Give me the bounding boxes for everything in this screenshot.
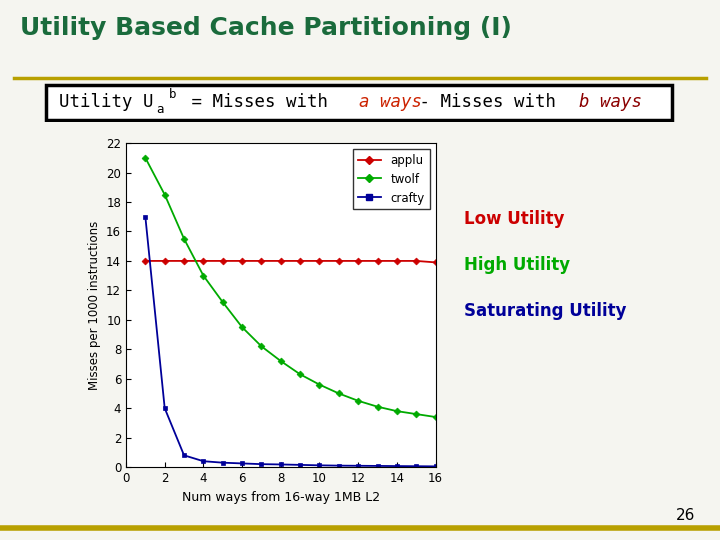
Text: Utility U: Utility U (59, 93, 153, 111)
Text: a: a (156, 103, 163, 116)
Text: Saturating Utility: Saturating Utility (464, 301, 627, 320)
FancyBboxPatch shape (46, 85, 672, 119)
Text: High Utility: High Utility (464, 255, 570, 274)
Text: = Misses with: = Misses with (181, 93, 339, 111)
Legend: applu, twolf, crafty: applu, twolf, crafty (353, 149, 430, 210)
Text: b ways: b ways (579, 93, 642, 111)
Y-axis label: Misses per 1000 instructions: Misses per 1000 instructions (88, 220, 101, 390)
Text: a ways: a ways (359, 93, 422, 111)
Text: b: b (168, 88, 176, 101)
Text: Low Utility: Low Utility (464, 210, 565, 228)
Text: 26: 26 (675, 508, 695, 523)
X-axis label: Num ways from 16-way 1MB L2: Num ways from 16-way 1MB L2 (181, 490, 380, 503)
Text: - Misses with: - Misses with (410, 93, 567, 111)
Text: Utility Based Cache Partitioning (I): Utility Based Cache Partitioning (I) (20, 16, 512, 40)
